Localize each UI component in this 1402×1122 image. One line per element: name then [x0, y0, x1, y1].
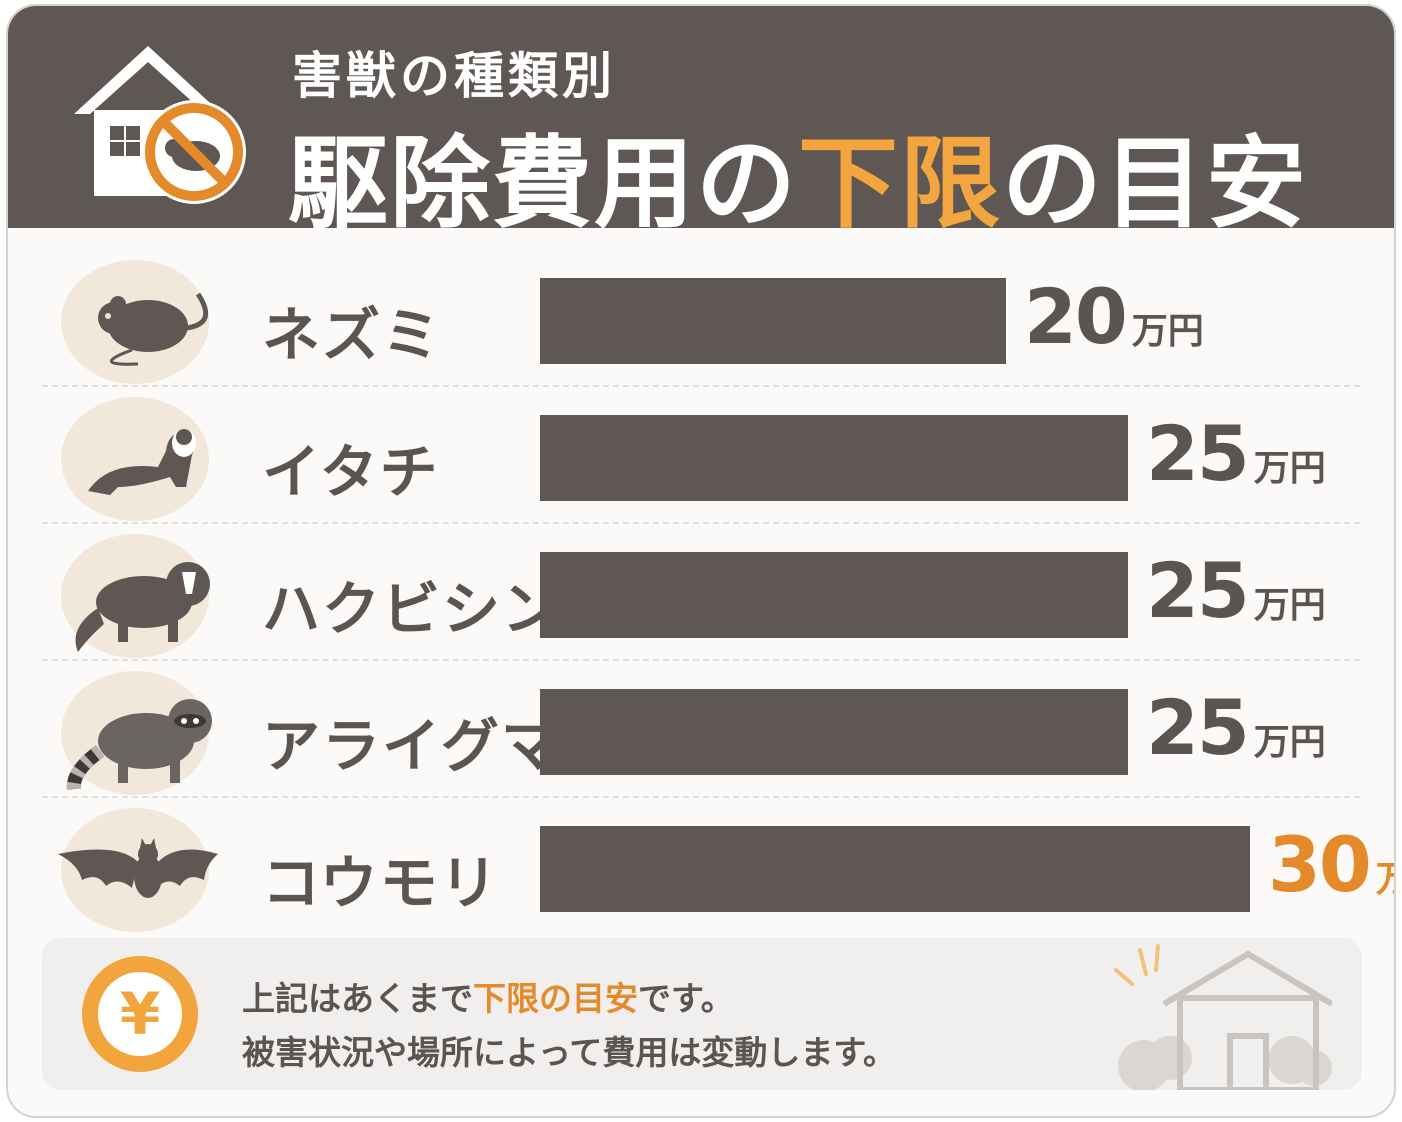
rat-icon [98, 292, 209, 366]
infographic-card: 害獣の種類別 駆除費用の下限の目安 ネズミ 20 万円 イタチ 25 万円 ハクビシン 25 万… [6, 4, 1396, 1118]
category-label: コウモリ [262, 849, 500, 917]
chart-row: コウモリ 30万円 [8, 798, 1394, 935]
bar [540, 689, 1128, 775]
bat-icon [58, 838, 218, 898]
category-label: ハクビシン [262, 575, 563, 643]
data-label: 25 万円 [1146, 683, 1326, 772]
data-label-unit: 万円 [1376, 859, 1394, 900]
row-divider [42, 659, 1360, 661]
data-label-unit: 万円 [1131, 311, 1204, 352]
chart-row: イタチ 25 万円 [8, 387, 1394, 524]
data-label-value: 25 [1146, 409, 1250, 498]
house-with-no-pest-icon [74, 46, 246, 204]
row-divider [42, 385, 1360, 387]
data-label: 20 万円 [1024, 272, 1204, 361]
bar [540, 826, 1250, 912]
bar [540, 415, 1128, 501]
data-label: 25 万円 [1146, 546, 1326, 635]
title-part2: の目安 [1002, 125, 1308, 242]
data-label: 30万円 [1268, 820, 1394, 909]
masked-palm-civet-icon [75, 562, 210, 652]
row-divider [42, 796, 1360, 798]
raccoon-icon [66, 699, 212, 790]
category-label: ネズミ [262, 301, 443, 369]
note-line-1: 上記はあくまで下限の目安です。 [242, 972, 734, 1020]
note-line1-after: です。 [638, 979, 734, 1018]
weasel-icon [88, 429, 196, 495]
note-line-2: 被害状況や場所によって費用は変動します。 [242, 1033, 897, 1072]
yen-icon: ¥ [82, 956, 198, 1072]
data-label: 25 万円 [1146, 409, 1326, 498]
subtitle: 害獣の種類別 [292, 47, 616, 105]
category-label: アライグマ [262, 712, 561, 780]
data-label-value: 30 [1268, 820, 1372, 909]
data-label-value: 25 [1146, 546, 1250, 635]
main-title: 駆除費用の下限の目安 [288, 102, 1308, 247]
title-highlight: 下限 [798, 125, 1002, 242]
header: 害獣の種類別 駆除費用の下限の目安 [8, 6, 1394, 242]
note-box: ¥ 上記はあくまで下限の目安です。 被害状況や場所によって費用は変動します。 [42, 938, 1362, 1090]
yen-symbol: ¥ [98, 972, 182, 1056]
category-label: イタチ [262, 438, 440, 506]
data-label-value: 25 [1146, 683, 1250, 772]
chart-row: アライグマ 25 万円 [8, 661, 1394, 798]
title-part1: 駆除費用の [288, 125, 798, 242]
note-line1-before: 上記はあくまで [242, 979, 473, 1018]
bar [540, 552, 1128, 638]
data-label-value: 20 [1024, 272, 1128, 361]
house-outline-icon [1114, 944, 1332, 1090]
bar [540, 278, 1006, 364]
data-label-unit: 万円 [1253, 722, 1326, 763]
data-label-unit: 万円 [1253, 585, 1326, 626]
data-label-unit: 万円 [1253, 448, 1326, 489]
row-divider [42, 522, 1360, 524]
chart-row: ネズミ 20 万円 [8, 250, 1394, 387]
note-line1-highlight: 下限の目安 [473, 979, 638, 1018]
chart-row: ハクビシン 25 万円 [8, 524, 1394, 661]
